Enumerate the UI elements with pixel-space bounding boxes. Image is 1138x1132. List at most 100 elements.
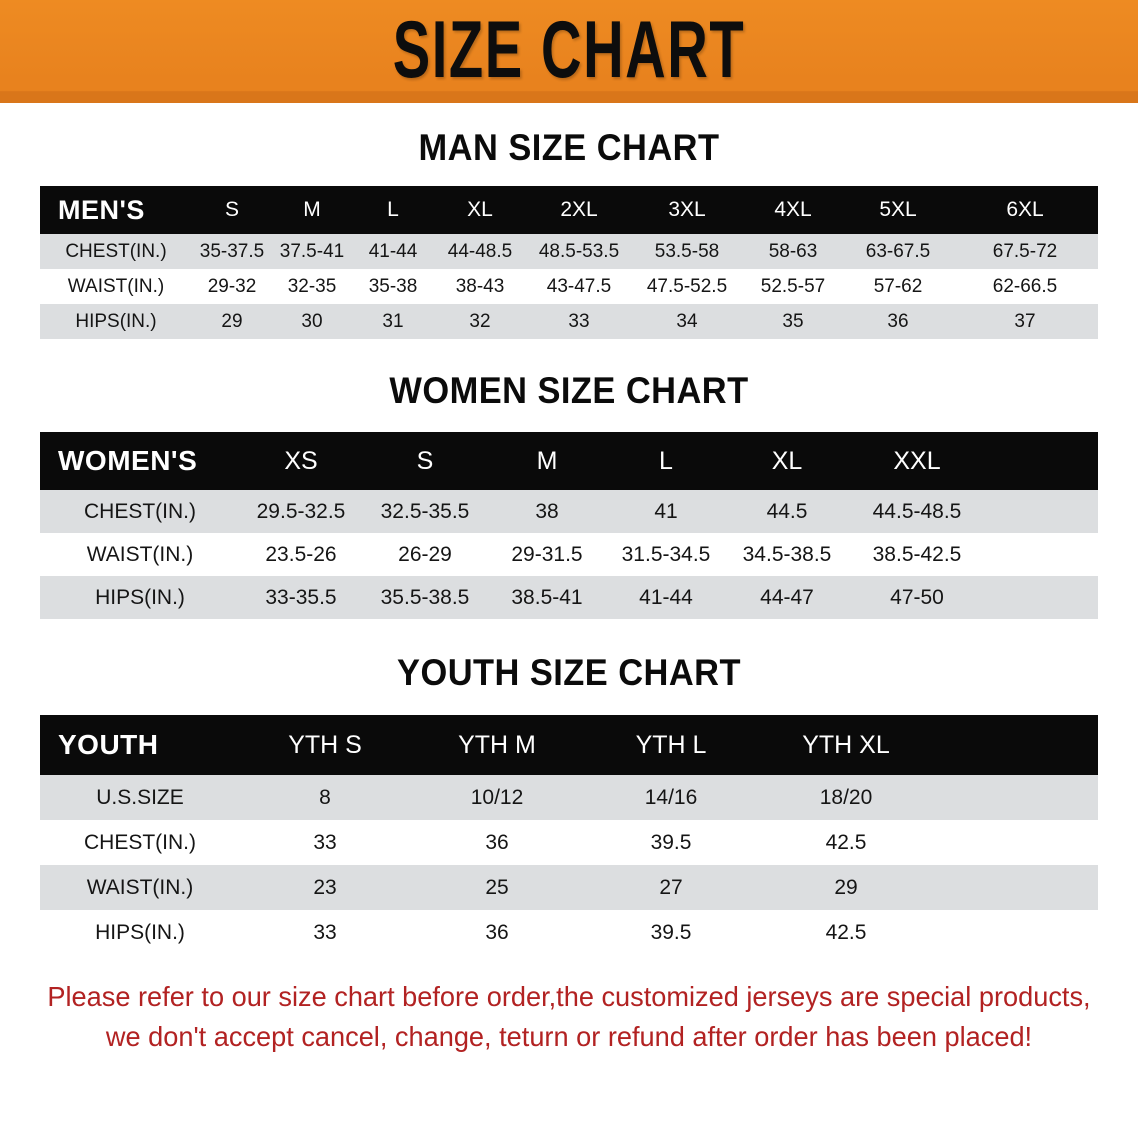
women-row-label: CHEST(IN.) [84, 499, 196, 523]
table-row: CHEST(IN.) 35-37.5 37.5-41 41-44 44-48.5 48.5… [40, 234, 1098, 269]
table-cell: 33 [313, 920, 337, 944]
table-cell: 42.5 [825, 830, 867, 854]
table-cell: 32 [469, 310, 491, 332]
table-cell: 33 [568, 310, 590, 332]
table-cell: 34.5-38.5 [742, 542, 832, 566]
table-cell: 48.5-53.5 [538, 240, 620, 262]
women-table-body: WOMEN'S XS S M L XL XXL CHEST(IN.) 29.5-32.5 32.5… [40, 432, 1098, 619]
youth-row-label: WAIST(IN.) [86, 875, 194, 899]
youth-table-body: YOUTH YTH S YTH M YTH L YTH XL U.S.SIZE 8 10/12… [40, 715, 1098, 955]
table-cell-spacer [934, 775, 1098, 820]
table-cell-spacer [986, 490, 1098, 533]
table-cell: 33 [313, 830, 337, 854]
disclaimer-line-2: we don't accept cancel, change, teturn o… [105, 1020, 1033, 1052]
order-disclaimer: Please refer to our size chart before or… [40, 977, 1097, 1057]
men-section-title: MAN SIZE CHART [418, 127, 720, 168]
women-column-header: XXL [893, 446, 941, 475]
table-cell: 29 [221, 310, 243, 332]
women-corner-label: WOMEN'S [58, 445, 198, 476]
table-cell: 37.5-41 [279, 240, 345, 262]
table-cell: 63-67.5 [865, 240, 931, 262]
men-column-header: S [224, 198, 239, 221]
men-size-table: MEN'S S M L XL 2XL 3XL 4XL 5XL 6XL CHEST(IN.) 35-37… [40, 186, 1098, 339]
table-cell: 44-47 [760, 585, 814, 609]
table-cell: 52.5-57 [760, 275, 826, 297]
women-column-header: S [416, 446, 434, 475]
page-banner: SIZE CHART [0, 0, 1138, 103]
table-cell: 27 [659, 875, 683, 899]
youth-column-header: YTH S [288, 730, 362, 759]
table-cell: 36 [887, 310, 909, 332]
youth-section-title: YOUTH SIZE CHART [397, 652, 741, 693]
table-cell: 47-50 [890, 585, 944, 609]
table-cell: 29.5-32.5 [256, 499, 346, 523]
men-column-header: 4XL [774, 198, 812, 221]
women-size-table: WOMEN'S XS S M L XL XXL CHEST(IN.) 29.5-32.5 32.5… [40, 432, 1098, 619]
men-column-header: 5XL [879, 198, 917, 221]
men-header-row: MEN'S S M L XL 2XL 3XL 4XL 5XL 6XL [40, 186, 1098, 234]
table-cell: 37 [1014, 310, 1036, 332]
table-cell: 10/12 [470, 785, 524, 809]
table-cell: 33-35.5 [265, 585, 337, 609]
table-cell: 18/20 [819, 785, 873, 809]
table-cell: 35.5-38.5 [380, 585, 470, 609]
table-cell: 29 [834, 875, 858, 899]
men-column-header: 6XL [1006, 198, 1044, 221]
youth-row-label: CHEST(IN.) [84, 830, 196, 854]
table-cell: 47.5-52.5 [646, 275, 728, 297]
table-cell: 31 [382, 310, 404, 332]
table-cell: 41-44 [639, 585, 693, 609]
women-column-header: M [536, 446, 558, 475]
table-cell-spacer [934, 820, 1098, 865]
table-cell: 67.5-72 [992, 240, 1058, 262]
men-corner-label: MEN'S [58, 194, 145, 225]
table-cell: 36 [485, 830, 509, 854]
table-row: WAIST(IN.) 23.5-26 26-29 29-31.5 31.5-34.5 34… [40, 533, 1098, 576]
table-cell: 39.5 [650, 830, 692, 854]
women-column-header: XL [771, 446, 803, 475]
youth-row-label: HIPS(IN.) [95, 920, 185, 944]
men-row-label: CHEST(IN.) [65, 240, 167, 262]
table-cell: 26-29 [398, 542, 452, 566]
men-table-body: MEN'S S M L XL 2XL 3XL 4XL 5XL 6XL CHEST(IN.) 35-37… [40, 186, 1098, 339]
table-cell: 35-37.5 [199, 240, 265, 262]
men-column-header: 2XL [560, 198, 598, 221]
table-cell: 39.5 [650, 920, 692, 944]
women-column-header: XS [284, 446, 318, 475]
table-cell: 38 [535, 499, 559, 523]
table-cell: 30 [301, 310, 323, 332]
table-cell: 41-44 [368, 240, 418, 262]
table-cell: 44.5-48.5 [872, 499, 962, 523]
table-row: CHEST(IN.) 33 36 39.5 42.5 [40, 820, 1098, 865]
table-cell: 29-31.5 [511, 542, 583, 566]
table-cell: 44-48.5 [447, 240, 513, 262]
youth-corner-label: YOUTH [58, 729, 159, 760]
table-cell: 41 [654, 499, 678, 523]
table-row: WAIST(IN.) 23 25 27 29 [40, 865, 1098, 910]
table-cell: 38.5-41 [511, 585, 583, 609]
table-cell-spacer [934, 865, 1098, 910]
table-row: CHEST(IN.) 29.5-32.5 32.5-35.5 38 41 44.5 44.5… [40, 490, 1098, 533]
men-column-header: L [387, 198, 399, 221]
youth-row-label: U.S.SIZE [96, 785, 184, 809]
women-section-title: WOMEN SIZE CHART [389, 370, 749, 411]
table-cell: 35-38 [368, 275, 418, 297]
youth-column-header: YTH M [458, 730, 536, 759]
women-size-table-wrapper: WOMEN'S XS S M L XL XXL CHEST(IN.) 29.5-32.5 32.5… [40, 432, 1098, 619]
page-title: SIZE CHART [392, 4, 746, 95]
table-row: WAIST(IN.) 29-32 32-35 35-38 38-43 43-47.5 47.… [40, 269, 1098, 304]
youth-size-table: YOUTH YTH S YTH M YTH L YTH XL U.S.SIZE 8 10/12… [40, 715, 1098, 955]
table-cell: 23 [313, 875, 337, 899]
men-column-header: XL [467, 198, 493, 221]
men-row-label: WAIST(IN.) [67, 275, 165, 297]
youth-header-row: YOUTH YTH S YTH M YTH L YTH XL [40, 715, 1098, 775]
table-cell: 34 [676, 310, 698, 332]
table-cell: 32-35 [287, 275, 337, 297]
table-cell: 8 [319, 785, 331, 809]
table-row: U.S.SIZE 8 10/12 14/16 18/20 [40, 775, 1098, 820]
table-cell: 43-47.5 [546, 275, 612, 297]
youth-column-header: YTH XL [802, 730, 890, 759]
table-row: HIPS(IN.) 29 30 31 32 33 34 35 36 37 [40, 304, 1098, 339]
youth-size-table-wrapper: YOUTH YTH S YTH M YTH L YTH XL U.S.SIZE 8 10/12… [40, 715, 1098, 955]
table-cell: 31.5-34.5 [621, 542, 711, 566]
